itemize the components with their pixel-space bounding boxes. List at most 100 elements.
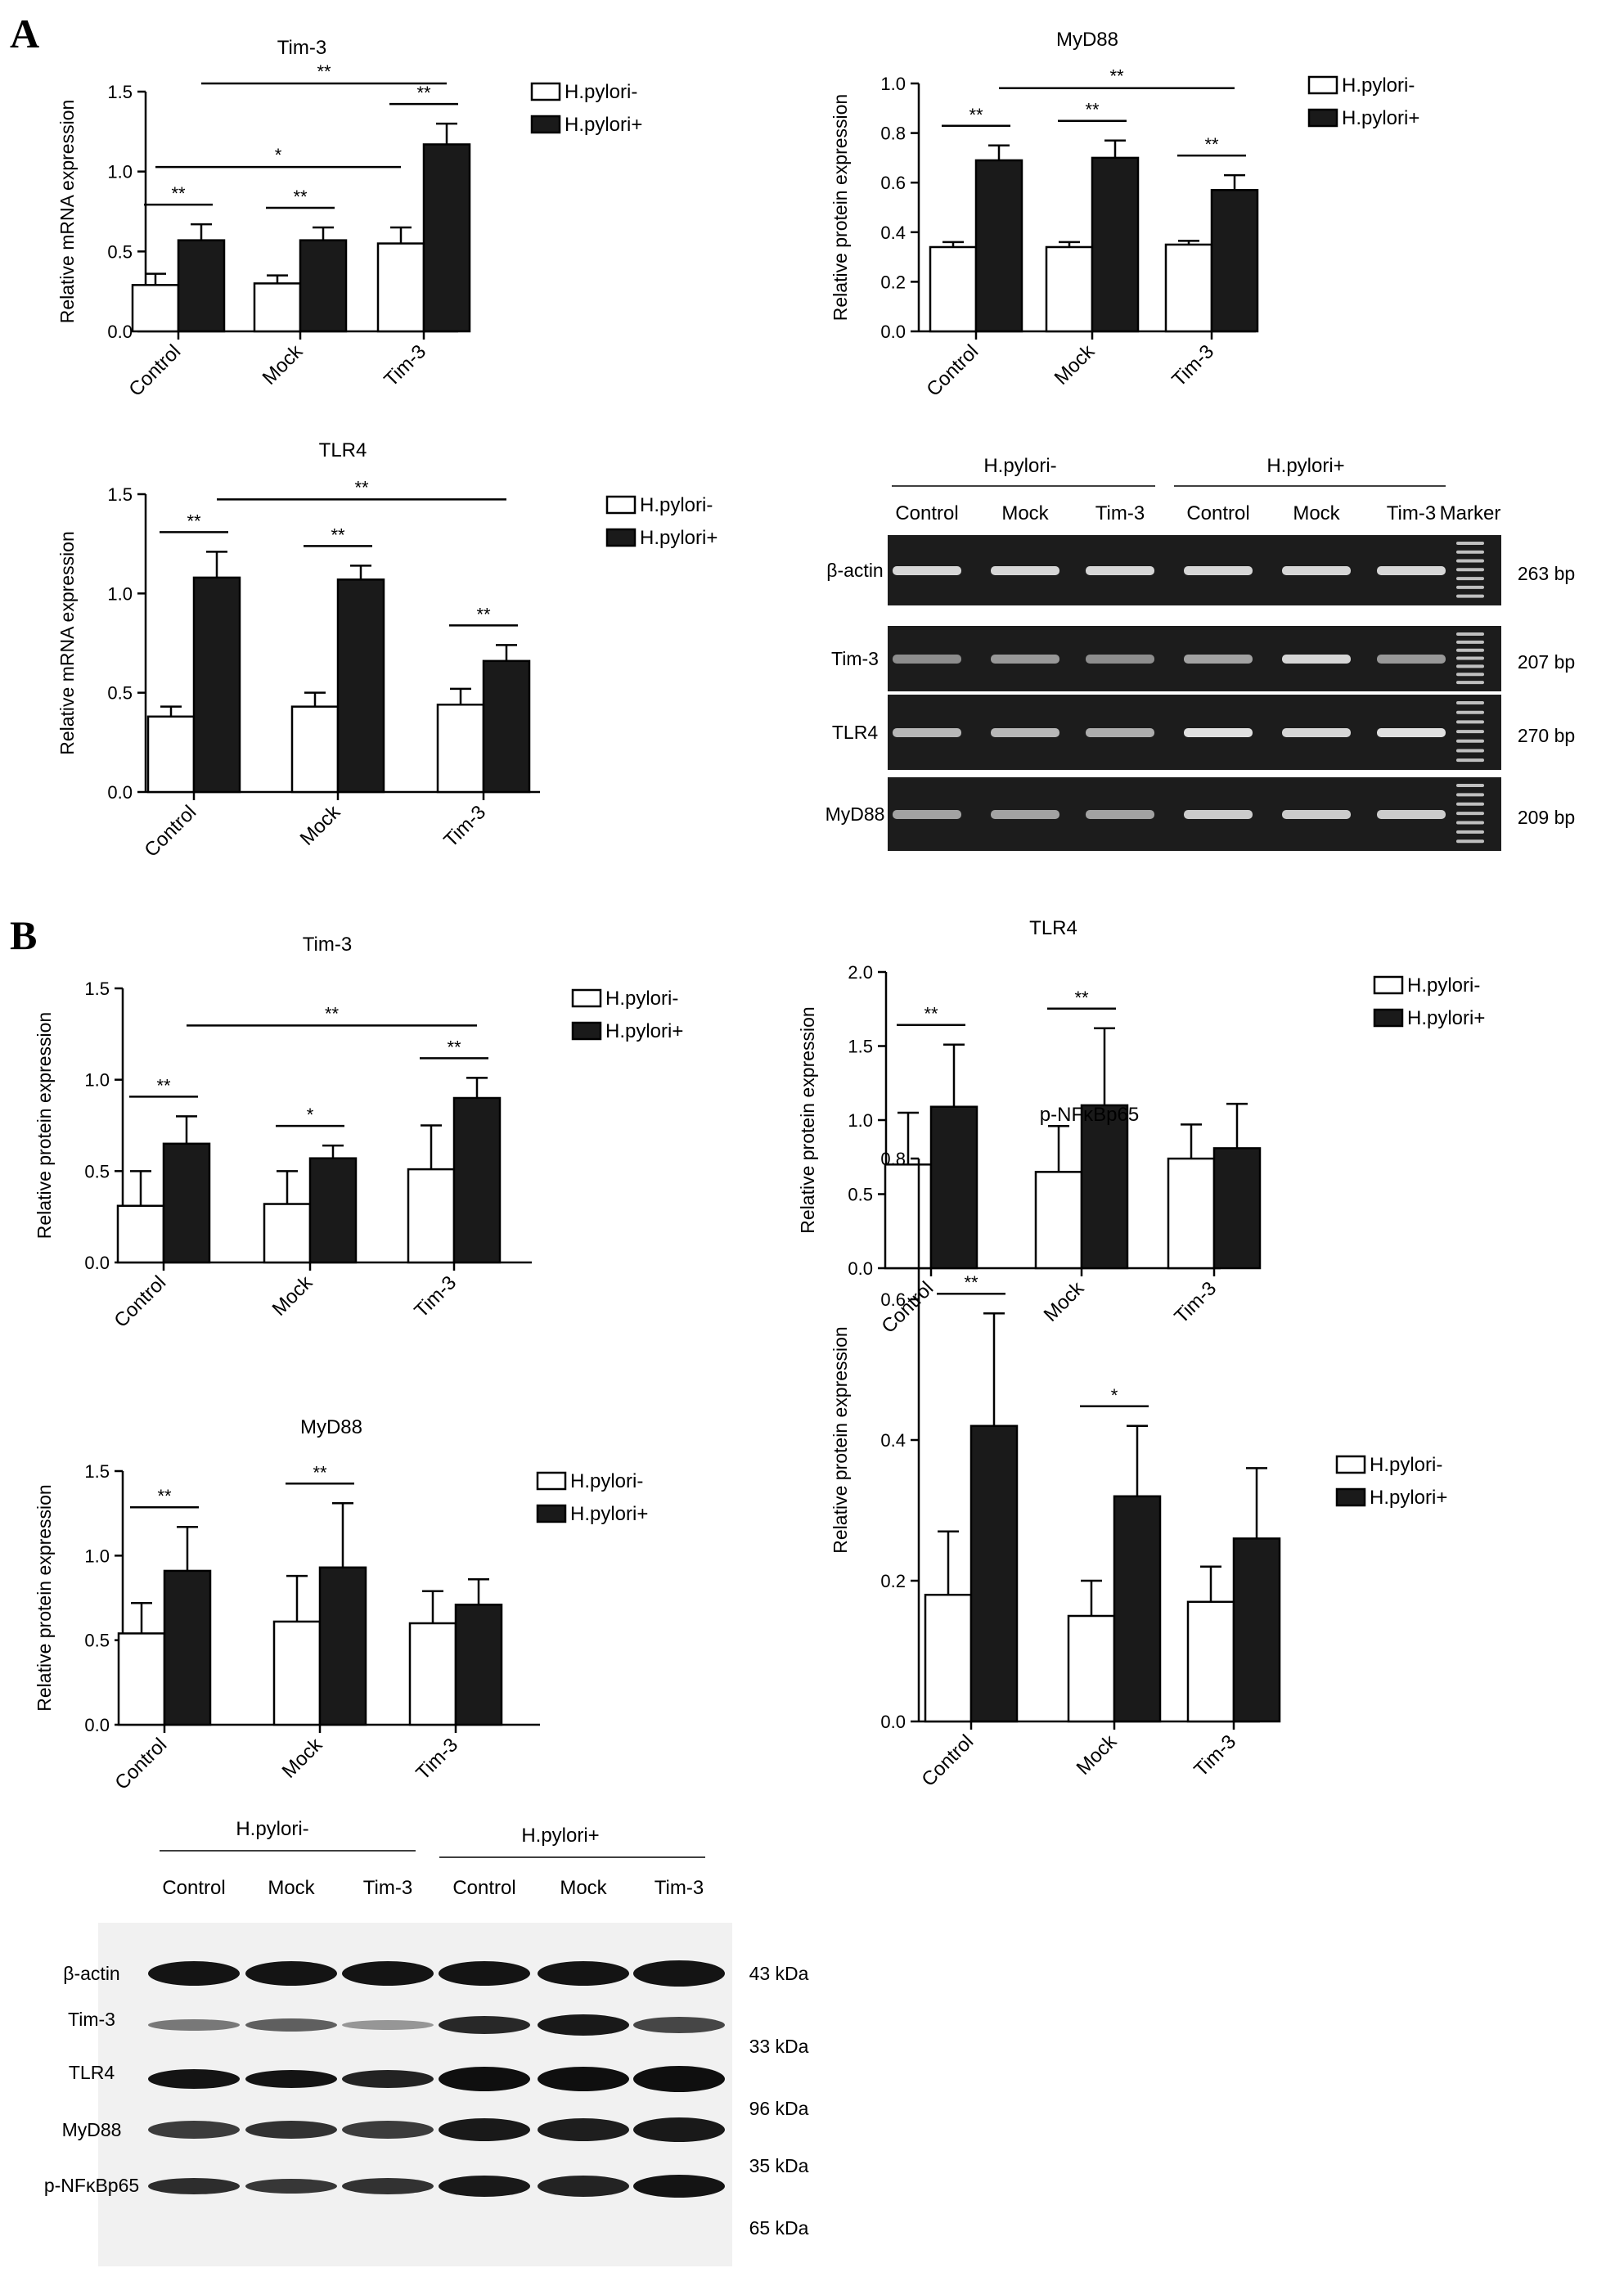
gel-lane-label: Mock xyxy=(1001,502,1049,524)
legend: H.pylori- H.pylori+ xyxy=(1373,974,1485,1029)
wb-band xyxy=(633,2066,725,2092)
legend-swatch xyxy=(1335,1487,1366,1507)
y-tick-label: 0.0 xyxy=(107,322,133,342)
y-tick-label: 1.0 xyxy=(880,74,906,94)
bar xyxy=(1080,1104,1129,1270)
x-tick-label: Tim-3 xyxy=(1167,340,1218,391)
chart-4: TLR4 0.0 0.5 1.0 1.5 2.0 Relative protein expr… xyxy=(797,917,1485,1338)
x-tick-label: Mock xyxy=(296,800,345,849)
significance-label: ** xyxy=(416,83,431,103)
bar xyxy=(452,1096,502,1264)
y-tick-label: 0.5 xyxy=(84,1631,110,1651)
significance-label: ** xyxy=(969,105,983,125)
gel-band xyxy=(1184,655,1253,664)
bar xyxy=(436,703,485,794)
bar xyxy=(290,705,340,794)
legend-entry: H.pylori+ xyxy=(1342,107,1419,129)
wb-band xyxy=(245,2179,337,2194)
bar xyxy=(253,282,302,333)
bar xyxy=(454,1604,503,1726)
significance-label: * xyxy=(1111,1385,1118,1406)
y-tick-label: 2.0 xyxy=(848,962,873,983)
bar-charts: Tim-3 0.0 0.5 1.0 1.5 Relative mRNA expressio… xyxy=(34,29,1485,1794)
chart-title: Tim-3 xyxy=(277,37,326,59)
x-tick-label: Tim-3 xyxy=(439,801,490,852)
bar xyxy=(1164,243,1213,333)
gel-band xyxy=(1377,728,1446,737)
wb-band xyxy=(633,2017,725,2033)
bar xyxy=(336,578,385,794)
x-tick-label: Mock xyxy=(1050,340,1100,389)
legend-swatch xyxy=(1373,975,1404,995)
x-tick-label: Mock xyxy=(268,1271,317,1320)
legend-swatch xyxy=(1335,1455,1366,1474)
x-tick-label: Control xyxy=(922,340,983,401)
gel-band xyxy=(991,810,1059,819)
bar xyxy=(1212,1147,1262,1270)
wb-band xyxy=(439,2176,530,2197)
wb-band xyxy=(148,2178,240,2194)
wb-size-label: 33 kDa xyxy=(749,2036,809,2057)
wb-lane-label: Control xyxy=(452,1877,515,1899)
wb-band xyxy=(342,2070,434,2088)
bar xyxy=(192,576,241,794)
legend: H.pylori- H.pylori+ xyxy=(1307,74,1419,129)
wb-band xyxy=(538,1961,629,1986)
legend-swatch xyxy=(530,115,561,134)
wb-band xyxy=(633,2175,725,2198)
legend-swatch xyxy=(605,528,637,547)
gel-band xyxy=(1086,566,1154,575)
y-tick-label: 0.5 xyxy=(107,241,133,262)
wb-row-label: β-actin xyxy=(63,1963,119,1984)
y-axis-label: Relative protein expression xyxy=(830,1326,851,1553)
wb-band xyxy=(148,2121,240,2139)
y-tick-label: 0.5 xyxy=(848,1185,873,1205)
legend-swatch xyxy=(571,988,602,1008)
wb-lane-label: Mock xyxy=(268,1877,315,1899)
wb-lane-label: Tim-3 xyxy=(655,1877,704,1899)
legend: H.pylori- H.pylori+ xyxy=(536,1470,648,1525)
gel-marker-band xyxy=(1456,648,1484,652)
chart-title: TLR4 xyxy=(1029,917,1077,939)
bar xyxy=(272,1620,322,1726)
wb-band xyxy=(342,2121,434,2139)
gel-size-label: 207 bp xyxy=(1518,651,1575,673)
gel-marker-band xyxy=(1456,749,1484,753)
gel-band xyxy=(1282,566,1351,575)
wb-band xyxy=(245,2121,337,2139)
bar xyxy=(162,1142,211,1264)
bar xyxy=(1232,1537,1281,1723)
legend-entry: H.pylori+ xyxy=(640,527,718,549)
bar xyxy=(1034,1171,1083,1270)
significance-label: ** xyxy=(964,1272,978,1293)
gel-marker-band xyxy=(1456,681,1484,685)
gel-lane-label: Control xyxy=(1186,502,1249,524)
gel-marker-band xyxy=(1456,710,1484,714)
y-tick-label: 0.0 xyxy=(107,782,133,803)
gel-lane-label: Control xyxy=(895,502,958,524)
significance-label: ** xyxy=(317,61,331,82)
y-axis-label: Relative protein expression xyxy=(34,1484,55,1711)
bar xyxy=(974,159,1023,333)
gel-marker-label: Marker xyxy=(1440,502,1501,524)
significance-label: ** xyxy=(157,1486,172,1506)
y-axis-label: Relative protein expression xyxy=(797,1006,818,1233)
bar xyxy=(263,1203,312,1264)
bar xyxy=(308,1157,358,1264)
x-tick-label: Tim-3 xyxy=(1190,1730,1240,1781)
gel-marker-band xyxy=(1456,802,1484,806)
wb-band xyxy=(148,1961,240,1986)
bar xyxy=(163,1569,212,1726)
gel-marker-band xyxy=(1456,812,1484,816)
y-axis-label: Relative protein expression xyxy=(34,1012,55,1239)
y-tick-label: 0.2 xyxy=(880,272,906,292)
wb-band xyxy=(633,1960,725,1987)
y-tick-label: 0.4 xyxy=(880,223,906,243)
gel-row-label: TLR4 xyxy=(832,722,878,743)
wb-band xyxy=(148,2069,240,2089)
legend-entry: H.pylori- xyxy=(1407,974,1480,997)
wb-band xyxy=(245,1961,337,1986)
pcr-gel-panel: H.pylori- H.pylori+ Control Mock Tim-3 Contro… xyxy=(825,455,1575,851)
chart-title: p-NFκBp65 xyxy=(1040,1104,1139,1126)
wb-band xyxy=(245,2070,337,2088)
